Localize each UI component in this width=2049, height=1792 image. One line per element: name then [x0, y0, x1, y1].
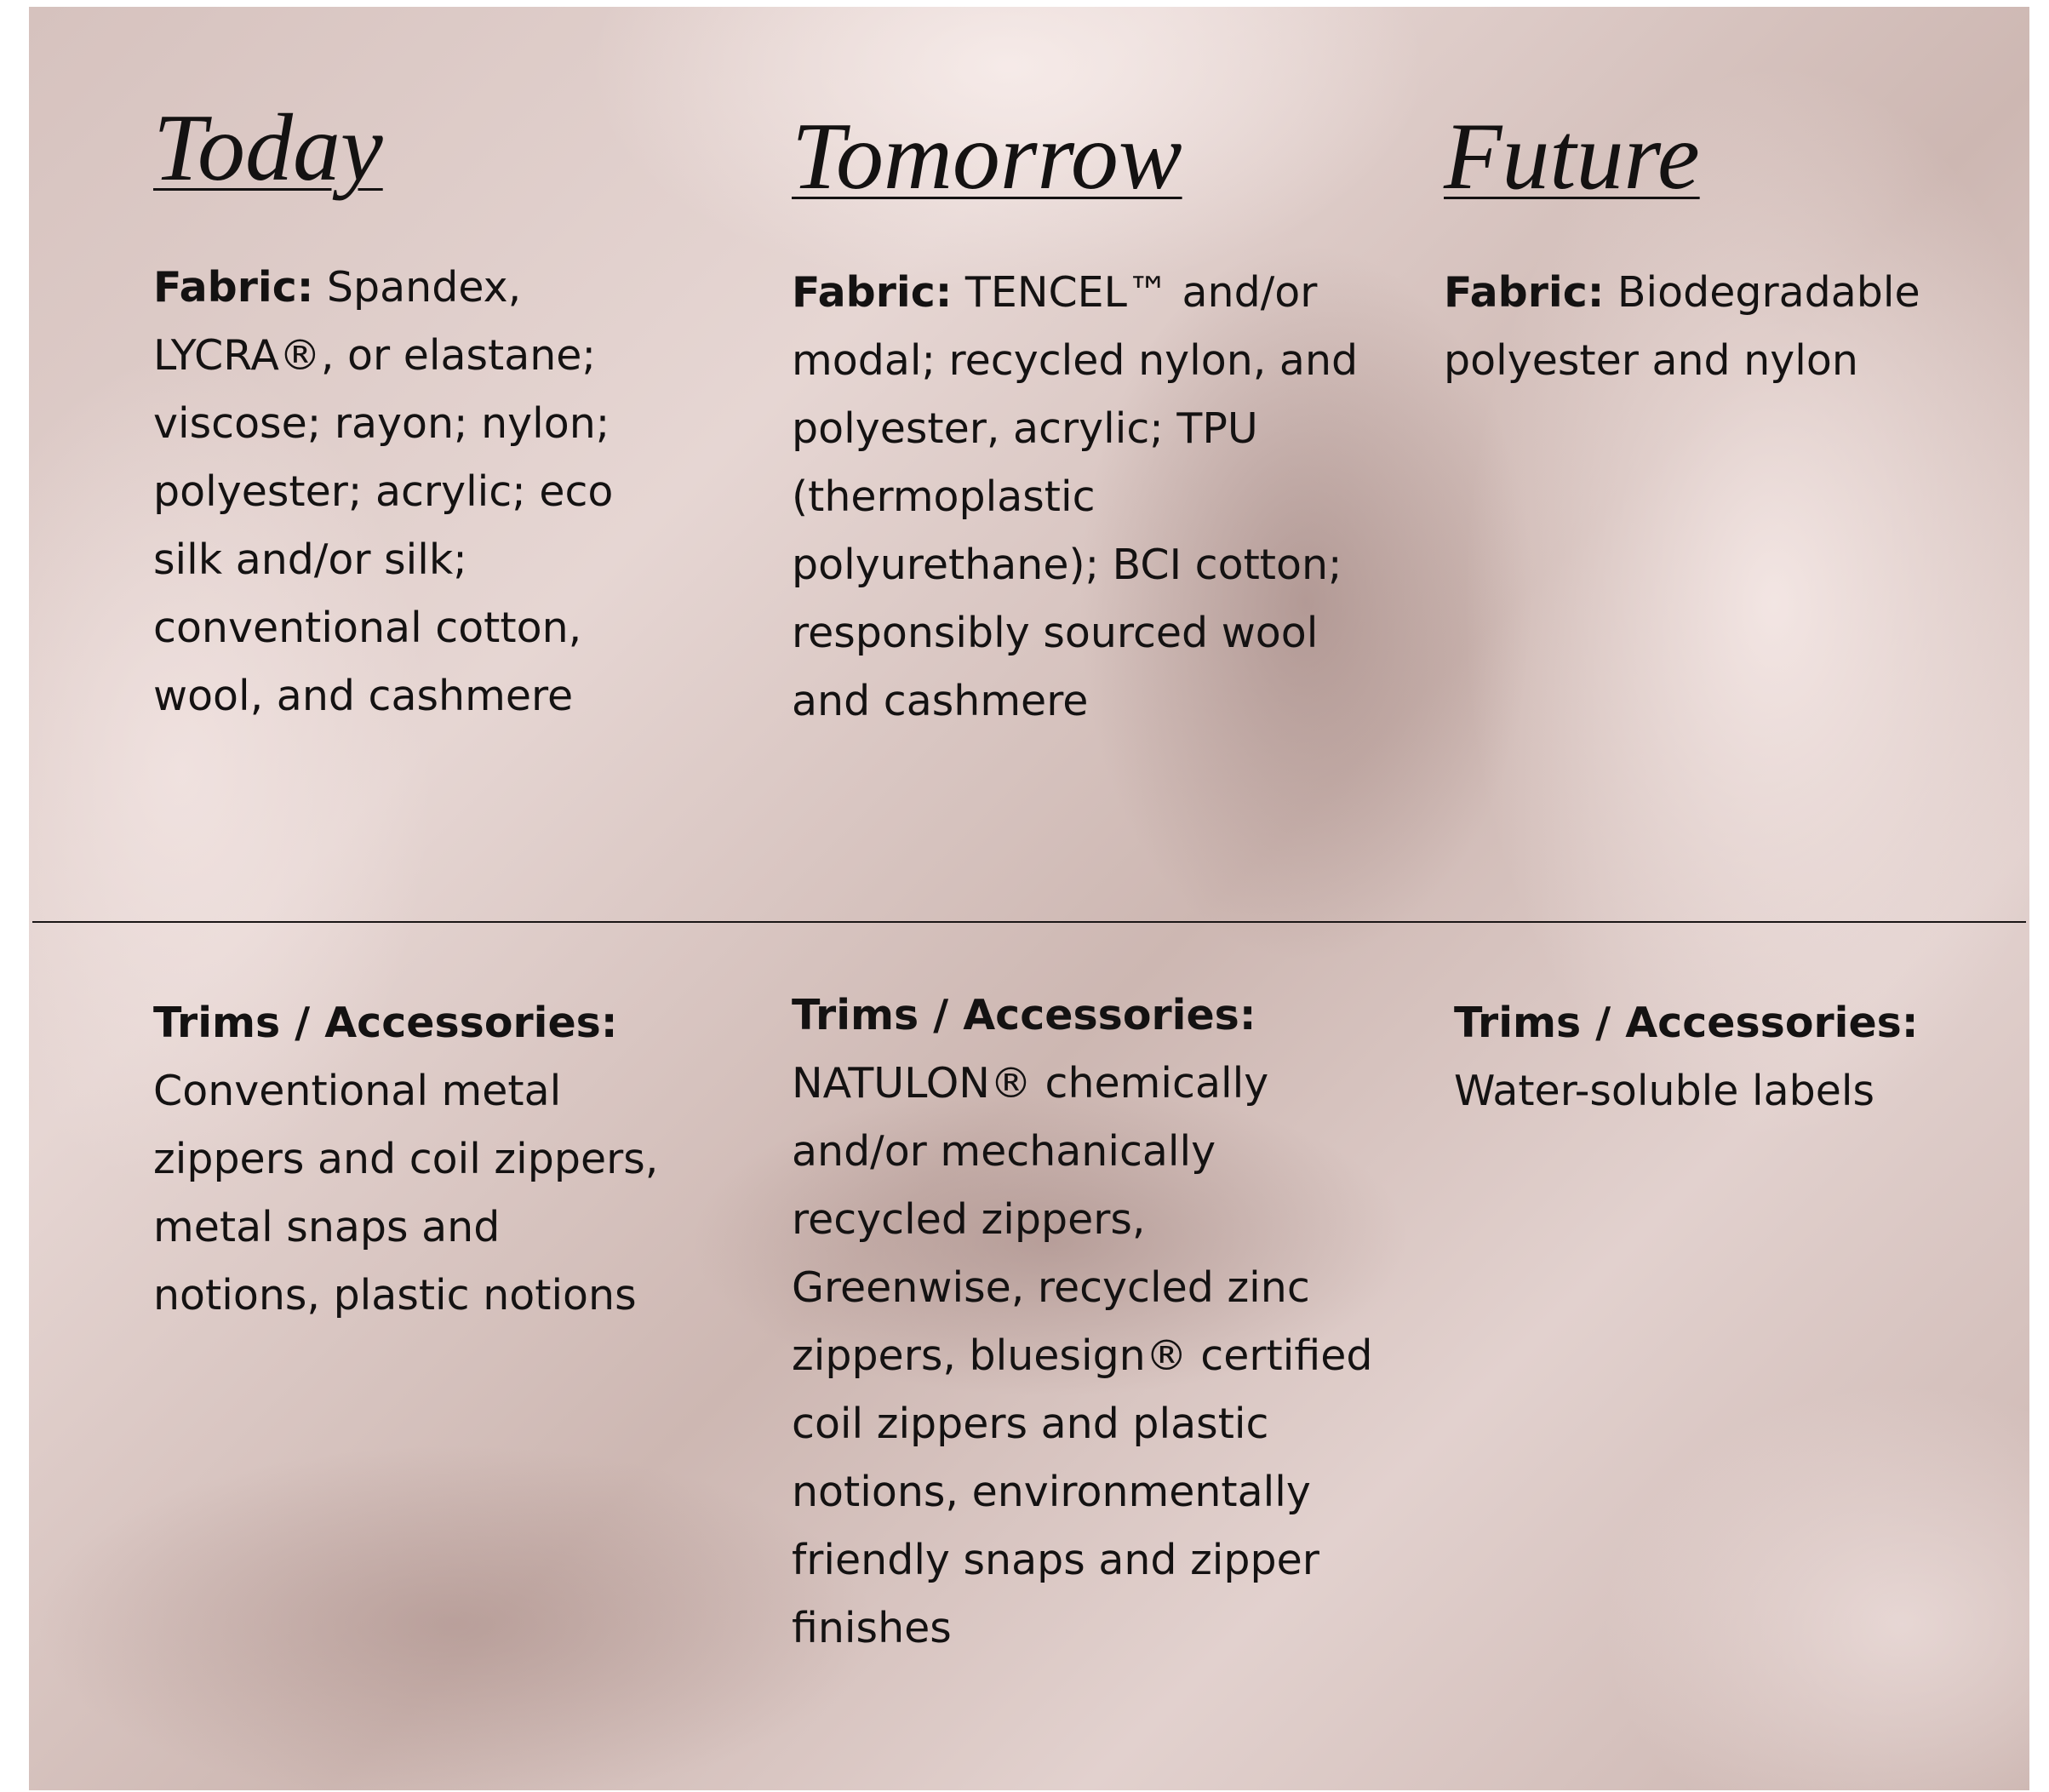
trims-text: NATULON® chemically and/or mechanically …: [792, 1059, 1373, 1652]
fabric-block: Fabric: TENCEL™ and/or modal; recycled n…: [792, 259, 1379, 736]
fabric-text: Biodegradable polyester and nylon: [1444, 268, 1920, 385]
fabric-label: Fabric:: [1444, 268, 1605, 317]
trims-label: Trims / Accessories:: [792, 991, 1256, 1039]
trims-block: Trims / Accessories: Conventional metal …: [153, 989, 664, 1330]
fabric-label: Fabric:: [792, 268, 953, 317]
background-panel: [29, 7, 2029, 1790]
trims-label: Trims / Accessories:: [153, 999, 618, 1047]
trims-block: Trims / Accessories: Water-soluble label…: [1454, 989, 2007, 1125]
trims-text: Conventional metal zippers and coil zipp…: [153, 1067, 659, 1320]
column-heading: Tomorrow: [792, 104, 1182, 209]
fabric-label: Fabric:: [153, 263, 314, 312]
fabric-block: Fabric: Spandex, LYCRA®, or elastane; vi…: [153, 254, 664, 730]
fabric-block: Fabric: Biodegradable polyester and nylo…: [1444, 259, 2006, 395]
trims-block: Trims / Accessories: NATULON® chemically…: [792, 982, 1379, 1663]
trims-text: Water-soluble labels: [1454, 1067, 1875, 1115]
column-heading: Today: [153, 95, 383, 201]
fabric-text: TENCEL™ and/or modal; recycled nylon, an…: [792, 268, 1359, 725]
trims-label: Trims / Accessories:: [1454, 999, 1919, 1047]
column-heading: Future: [1444, 104, 1700, 209]
divider: [32, 921, 2026, 923]
fabric-text: Spandex, LYCRA®, or elastane; viscose; r…: [153, 263, 614, 720]
